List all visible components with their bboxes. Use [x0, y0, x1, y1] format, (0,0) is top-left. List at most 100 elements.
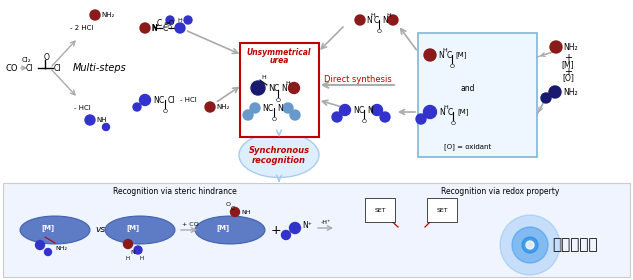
Circle shape [123, 239, 132, 249]
Circle shape [139, 95, 151, 106]
Circle shape [512, 227, 548, 263]
Text: H: H [178, 18, 182, 22]
Text: C: C [163, 24, 168, 32]
Circle shape [133, 103, 141, 111]
Circle shape [140, 23, 150, 33]
Circle shape [355, 15, 365, 25]
Text: H: H [442, 48, 447, 53]
Text: Direct synthesis: Direct synthesis [324, 74, 392, 83]
Ellipse shape [20, 216, 90, 244]
Circle shape [175, 23, 185, 33]
Text: NH: NH [96, 117, 106, 123]
Text: N: N [130, 249, 135, 255]
Text: C: C [374, 15, 379, 25]
Text: C: C [157, 18, 162, 27]
Text: O: O [272, 116, 277, 122]
Text: O: O [44, 53, 50, 62]
Circle shape [134, 246, 142, 254]
Text: H: H [285, 81, 290, 85]
Text: Cl₂: Cl₂ [22, 57, 32, 63]
Text: N: N [367, 106, 373, 115]
Text: O: O [451, 120, 456, 125]
Text: - HCl: - HCl [73, 105, 91, 111]
Circle shape [230, 207, 239, 216]
Circle shape [423, 106, 437, 118]
Text: [M]: [M] [561, 60, 574, 69]
Text: Cl: Cl [25, 64, 33, 73]
Text: [M]: [M] [216, 225, 230, 232]
Text: O: O [276, 97, 281, 102]
Ellipse shape [195, 216, 265, 244]
Text: NH₂: NH₂ [563, 43, 578, 52]
Text: SET: SET [374, 207, 385, 213]
Circle shape [522, 237, 538, 253]
Text: Multi-steps: Multi-steps [73, 63, 127, 73]
Text: [M]: [M] [41, 225, 54, 232]
Circle shape [283, 103, 293, 113]
Text: N: N [353, 106, 359, 115]
Text: NH₂: NH₂ [101, 12, 115, 18]
Text: - HCl: - HCl [180, 97, 197, 103]
Text: N: N [439, 108, 445, 116]
Circle shape [549, 86, 561, 98]
Text: C: C [274, 83, 279, 92]
Text: H: H [386, 13, 391, 18]
Text: =O: =O [163, 20, 174, 26]
Text: H: H [261, 74, 266, 80]
Text: =O: =O [162, 25, 172, 29]
Text: N: N [151, 24, 157, 32]
Text: N: N [277, 104, 283, 113]
Text: N: N [153, 95, 159, 104]
Circle shape [205, 102, 215, 112]
Text: [O] = oxidant: [O] = oxidant [444, 144, 492, 150]
Text: CO: CO [5, 64, 18, 73]
Text: C: C [268, 104, 273, 113]
Circle shape [290, 110, 300, 120]
Text: [M]: [M] [455, 52, 467, 58]
Circle shape [44, 249, 51, 255]
Text: Synchronous: Synchronous [248, 146, 310, 155]
Circle shape [339, 104, 351, 116]
Circle shape [500, 215, 560, 275]
Text: N: N [366, 15, 372, 25]
Circle shape [289, 83, 299, 94]
Text: urea: urea [269, 55, 289, 64]
Text: SET: SET [374, 207, 385, 213]
Text: N: N [268, 83, 274, 92]
Circle shape [166, 16, 174, 24]
Text: recognition: recognition [252, 155, 306, 165]
Circle shape [372, 104, 382, 116]
Text: Recognition via steric hindrance: Recognition via steric hindrance [113, 188, 237, 197]
Text: O: O [163, 109, 168, 113]
Text: Cl: Cl [168, 95, 175, 104]
Text: N: N [281, 83, 287, 92]
Text: H: H [140, 255, 144, 260]
Circle shape [526, 241, 534, 249]
Text: C: C [359, 106, 364, 115]
Text: O: O [362, 118, 367, 123]
Text: - 2 HCl: - 2 HCl [70, 25, 94, 31]
Text: [M]: [M] [127, 225, 139, 232]
FancyBboxPatch shape [3, 183, 630, 277]
Text: NH: NH [241, 209, 251, 214]
Text: vs: vs [95, 225, 105, 235]
FancyBboxPatch shape [240, 43, 319, 137]
Ellipse shape [105, 216, 175, 244]
Text: +: + [271, 223, 281, 237]
Text: C: C [231, 207, 235, 211]
Text: [M]: [M] [457, 109, 468, 115]
Text: N: N [382, 15, 388, 25]
Text: N: N [151, 24, 157, 32]
Text: C: C [447, 50, 452, 60]
Circle shape [416, 114, 426, 124]
Text: Cl: Cl [54, 64, 61, 73]
Circle shape [388, 15, 398, 25]
Text: H: H [370, 13, 375, 18]
Text: O: O [377, 29, 382, 34]
Text: N⁺: N⁺ [302, 221, 312, 230]
Text: N: N [262, 104, 268, 113]
Text: N: N [438, 50, 444, 60]
Text: NH₂: NH₂ [216, 104, 229, 110]
Text: [O]: [O] [562, 74, 574, 83]
Circle shape [289, 223, 301, 234]
